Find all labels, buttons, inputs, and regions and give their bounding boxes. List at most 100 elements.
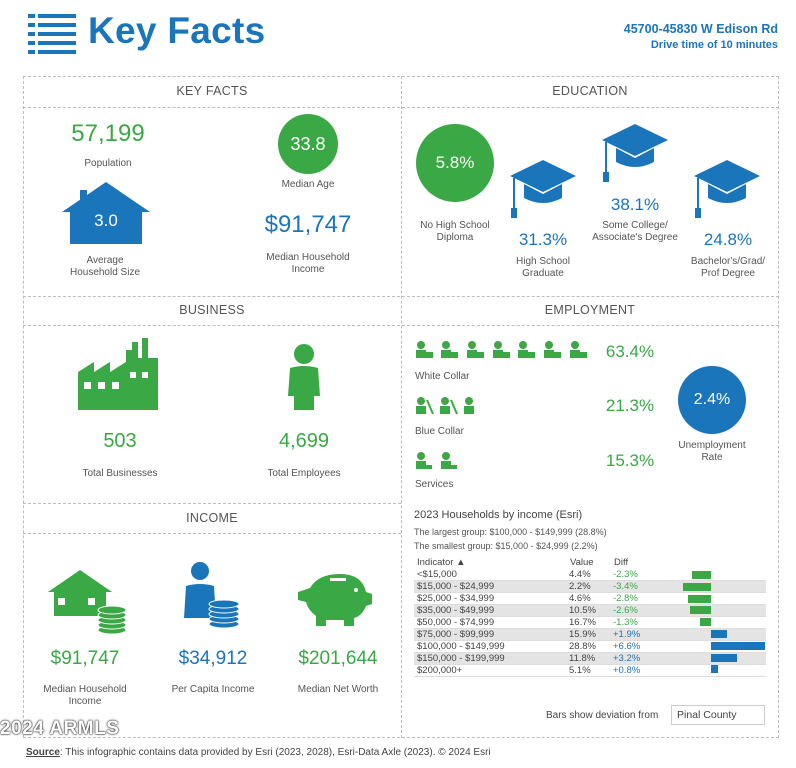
- divider: [23, 503, 401, 504]
- house-icon: [62, 182, 150, 244]
- cell-indicator: $50,000 - $74,999: [417, 617, 495, 629]
- white-collar-value: 63.4%: [605, 342, 655, 361]
- cell-value: 16.7%: [569, 617, 596, 629]
- page-title: Key Facts: [88, 10, 266, 51]
- businesses-label: Total Businesses: [82, 468, 158, 479]
- person-money-icon: [184, 562, 240, 628]
- cell-indicator: <$15,000: [417, 569, 457, 581]
- person-icon: [288, 344, 320, 410]
- col-indicator[interactable]: Indicator ▲: [417, 557, 466, 568]
- cell-diff: -1.3%: [613, 617, 638, 629]
- table-row: $50,000 - $74,999 16.7% -1.3%: [414, 617, 766, 629]
- table-row: $200,000+ 5.1% +0.8%: [414, 665, 766, 677]
- net-worth-label: Median Net Worth: [297, 684, 379, 695]
- source-line: Source: This infographic contains data p…: [26, 747, 491, 758]
- college-value: 38.1%: [610, 195, 660, 214]
- cell-diff: +0.8%: [613, 665, 641, 677]
- hs-value: 31.3%: [518, 230, 568, 249]
- employees-label: Total Employees: [267, 468, 341, 479]
- col-diff[interactable]: Diff: [614, 557, 629, 568]
- employees-value: 4,699: [278, 430, 330, 452]
- unemployment-value: 2.4%: [693, 391, 731, 408]
- table-row: <$15,000 4.4% -2.3%: [414, 569, 766, 581]
- watermark: 2024 ARMLS: [0, 718, 120, 739]
- table-row: $35,000 - $49,999 10.5% -2.6%: [414, 604, 766, 617]
- cell-diff: +6.6%: [613, 641, 641, 653]
- cell-indicator: $75,000 - $99,999: [417, 629, 495, 641]
- cell-diff: +3.2%: [613, 653, 641, 665]
- deviation-bar: [711, 630, 727, 638]
- blue-collar-label: Blue Collar: [415, 426, 464, 437]
- cell-value: 28.8%: [569, 641, 596, 653]
- no-hs-value: 5.8%: [435, 153, 475, 172]
- cell-value: 4.6%: [569, 593, 591, 605]
- population-value: 57,199: [71, 120, 145, 147]
- cell-diff: -2.3%: [613, 569, 638, 581]
- source-link[interactable]: Source: [26, 747, 60, 758]
- cell-diff: -2.6%: [613, 605, 638, 617]
- services-value: 15.3%: [605, 451, 655, 470]
- white-collar-label: White Collar: [415, 371, 470, 382]
- income-table: <$15,000 4.4% -2.3% $15,000 - $24,999 2.2% -3…: [414, 569, 766, 677]
- unemployment-label: Unemployment Rate: [678, 440, 746, 463]
- smallest-group: The smallest group: $15,000 - $24,999 (2…: [414, 541, 598, 551]
- deviation-bar: [700, 618, 711, 627]
- population-label: Population: [84, 158, 132, 169]
- no-hs-label: No High School Diploma: [420, 220, 490, 243]
- blue-collar-value: 21.3%: [605, 396, 655, 415]
- cell-value: 4.4%: [569, 569, 591, 581]
- cell-indicator: $35,000 - $49,999: [417, 605, 495, 617]
- graduation-cap-icon: [694, 160, 760, 218]
- divider: [401, 76, 402, 738]
- businesses-value: 503: [103, 430, 137, 452]
- college-label: Some College/Associate's Degree: [592, 220, 678, 243]
- deviation-bar: [692, 571, 711, 579]
- table-row: $100,000 - $149,999 28.8% +6.6%: [414, 641, 766, 653]
- deviation-area-select[interactable]: Pinal County: [671, 705, 765, 725]
- households-title: 2023 Households by income (Esri): [414, 509, 583, 521]
- median-household-income-value: $91,747: [50, 648, 120, 669]
- divider: [23, 107, 779, 108]
- deviation-bar: [711, 653, 738, 662]
- deviation-bar: [689, 606, 711, 615]
- table-row: $15,000 - $24,999 2.2% -3.4%: [414, 580, 766, 593]
- median-age-circle: 33.8: [278, 114, 338, 174]
- factory-icon: [78, 338, 158, 410]
- household-size-label: Average Household Size: [69, 255, 141, 278]
- household-size-value: 3.0: [94, 211, 118, 230]
- drive-time: Drive time of 10 minutes: [650, 39, 778, 51]
- net-worth-value: $201,644: [298, 648, 378, 669]
- house-money-icon: [48, 570, 127, 634]
- services-label: Services: [415, 479, 454, 490]
- section-title-key-facts: KEY FACTS: [176, 84, 248, 98]
- cell-value: 15.9%: [569, 629, 596, 641]
- deviation-label: Bars show deviation from: [546, 710, 659, 721]
- cell-indicator: $200,000+: [417, 665, 463, 677]
- graduation-cap-icon: [510, 160, 576, 218]
- cell-indicator: $100,000 - $149,999: [417, 641, 505, 653]
- section-title-education: EDUCATION: [552, 84, 628, 98]
- location-block: 45700-45830 W Edison Rd Drive time of 10…: [624, 22, 778, 51]
- list-icon: [28, 14, 76, 54]
- cell-value: 11.8%: [569, 653, 596, 665]
- largest-group: The largest group: $100,000 - $149,999 (…: [414, 527, 607, 537]
- deviation-bar: [711, 665, 718, 674]
- unemployment-circle: 2.4%: [678, 366, 746, 434]
- hs-label: High School Graduate: [516, 256, 570, 279]
- col-value[interactable]: Value: [570, 557, 594, 568]
- deviation-bar: [683, 582, 711, 591]
- section-title-income: INCOME: [186, 511, 238, 525]
- cell-diff: -2.8%: [613, 593, 638, 605]
- cell-indicator: $150,000 - $199,999: [417, 653, 505, 665]
- per-capita-income-value: $34,912: [178, 648, 248, 669]
- bachelor-value: 24.8%: [703, 230, 753, 249]
- table-row: $75,000 - $99,999 15.9% +1.9%: [414, 628, 766, 641]
- cell-value: 10.5%: [569, 605, 596, 617]
- per-capita-income-label: Per Capita Income: [171, 684, 255, 695]
- section-title-business: BUSINESS: [179, 303, 245, 317]
- median-household-income-label: Median Household Income: [43, 684, 127, 707]
- deviation-bar: [711, 641, 766, 650]
- divider: [23, 533, 401, 534]
- piggy-bank-icon: [298, 574, 372, 626]
- median-income-value: $91,747: [264, 211, 352, 238]
